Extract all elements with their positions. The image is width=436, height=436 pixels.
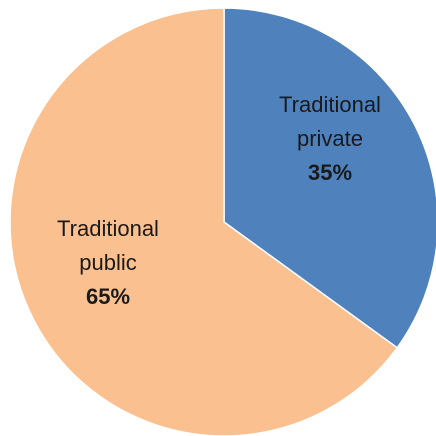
- pie-slice-1-name-line-0: Traditional: [57, 216, 159, 241]
- pie-slices: [9, 7, 436, 436]
- pie-slice-1-value-label: 65%: [86, 284, 130, 309]
- pie-slice-0-name-line-0: Traditional: [279, 92, 381, 117]
- pie-slice-1: [9, 7, 399, 436]
- pie-slice-0: [223, 7, 436, 349]
- pie-slice-1-name-line-1: public: [79, 250, 136, 275]
- pie-slice-0-name-line-1: private: [297, 126, 363, 151]
- pie-labels: Traditional private 35% Traditional public 65…: [57, 92, 381, 309]
- pie-slice-0-value-label: 35%: [308, 160, 352, 185]
